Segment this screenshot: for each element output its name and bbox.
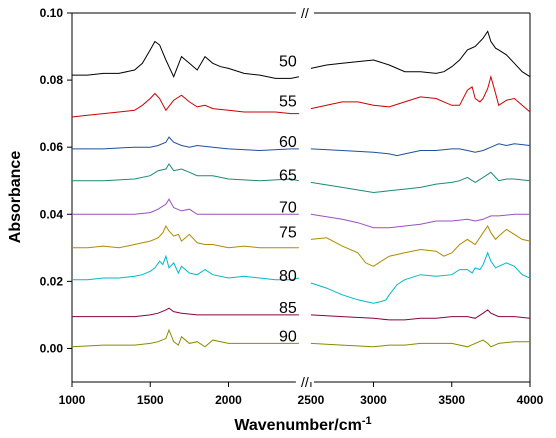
series-line-65-high xyxy=(310,171,531,194)
axis-break-mark-bottom: // xyxy=(301,374,309,390)
x-axis-title-superscript: -1 xyxy=(362,415,372,427)
y-tick-label: 0.08 xyxy=(40,73,64,87)
series-line-80-low xyxy=(72,254,300,281)
series-label-65: 65 xyxy=(279,167,297,184)
y-tick-label: 0.00 xyxy=(40,341,64,355)
x-axis-title-text: Wavenumber/cm xyxy=(234,417,361,434)
axis-ticks: 1000 1500 2000 2500 3000 3500 4000 0.00 0.02 0.04… xyxy=(40,6,544,407)
series-layer xyxy=(71,30,531,348)
x-axis-title: Wavenumber/cm-1 xyxy=(234,415,371,434)
series-label-55: 55 xyxy=(279,94,297,111)
y-tick-label: 0.04 xyxy=(40,207,64,221)
series-line-85-high xyxy=(310,309,531,321)
series-line-55-high xyxy=(310,74,531,113)
series-label-70: 70 xyxy=(279,199,297,216)
series-label-90: 90 xyxy=(279,328,297,345)
series-line-70-high xyxy=(310,213,530,229)
series-line-60-high xyxy=(310,143,531,157)
series-line-85-low xyxy=(72,307,299,318)
y-tick-label: 0.06 xyxy=(40,140,64,154)
series-line-75-high xyxy=(310,225,531,267)
series-line-80-high xyxy=(310,251,531,304)
series-label-60: 60 xyxy=(279,134,297,151)
series-label-85: 85 xyxy=(279,300,297,317)
y-tick-label: 0.02 xyxy=(40,274,64,288)
series-line-90-high xyxy=(310,339,530,348)
series-line-50-high xyxy=(310,30,531,78)
series-label-80: 80 xyxy=(279,268,297,285)
x-tick-label: 1500 xyxy=(137,393,164,407)
axis-break-mark-top: // xyxy=(301,5,309,21)
series-line-55-low xyxy=(71,92,299,118)
x-tick-label: 2500 xyxy=(298,393,325,407)
plot-frame: // // xyxy=(71,5,531,390)
series-line-90-low xyxy=(71,328,299,348)
series-line-50-low xyxy=(72,40,300,79)
series-line-65-low xyxy=(72,163,300,182)
y-axis-title: Absorbance xyxy=(7,151,24,244)
x-tick-label: 3000 xyxy=(360,393,387,407)
series-label-50: 50 xyxy=(279,53,297,70)
series-label-75: 75 xyxy=(279,224,297,241)
series-line-70-low xyxy=(72,198,299,215)
series-line-75-low xyxy=(72,224,299,249)
x-tick-label: 4000 xyxy=(517,393,544,407)
y-tick-label: 0.10 xyxy=(40,6,64,20)
x-tick-label: 2000 xyxy=(215,393,242,407)
x-tick-label: 3500 xyxy=(438,393,465,407)
x-tick-label: 1000 xyxy=(59,393,86,407)
series-line-60-low xyxy=(72,136,299,152)
series-labels: 50 55 60 65 70 75 80 85 90 xyxy=(279,53,297,345)
